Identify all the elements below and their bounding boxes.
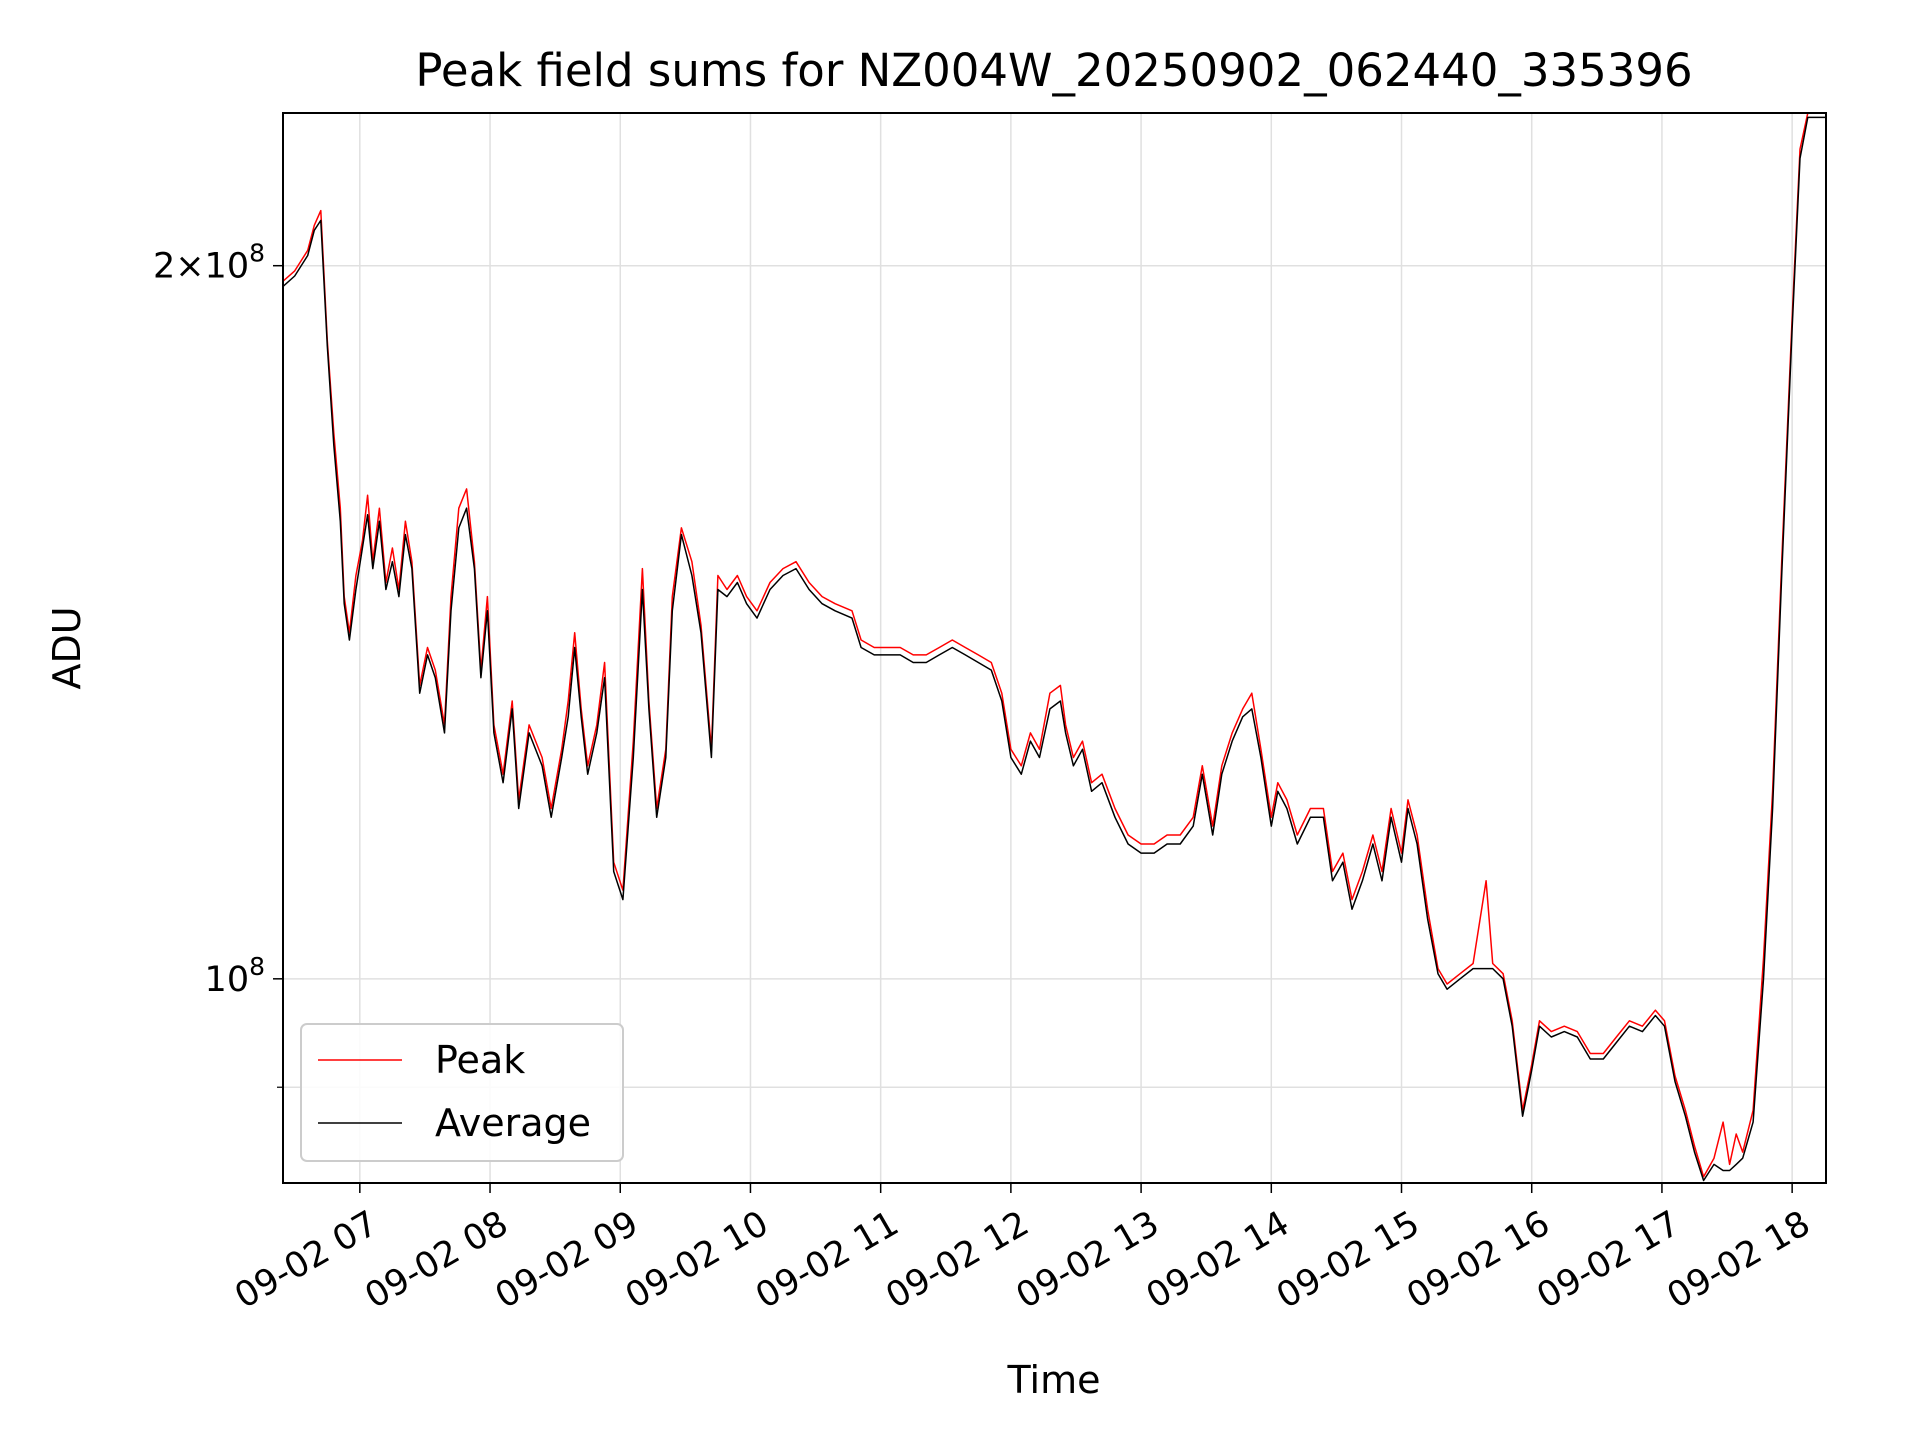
y-tick-label: 2×108 (153, 239, 265, 287)
x-axis-label: Time (1007, 1358, 1101, 1402)
y-axis-label: ADU (45, 606, 89, 689)
y-axis-ticks: 108 2×108 (153, 239, 283, 1088)
legend-label-average: Average (435, 1101, 591, 1145)
legend: Peak Average (300, 1023, 624, 1162)
series-line-peak (283, 113, 1826, 1178)
y-tick-label: 108 (205, 952, 265, 1000)
plot-frame (282, 112, 1827, 1184)
grid-lines (283, 113, 1826, 1183)
series-layer (283, 113, 1826, 1182)
legend-box (300, 1023, 624, 1162)
chart-title: Peak field sums for NZ004W_20250902_0624… (415, 44, 1692, 97)
series-line-average (283, 116, 1826, 1182)
legend-label-peak: Peak (435, 1038, 525, 1082)
